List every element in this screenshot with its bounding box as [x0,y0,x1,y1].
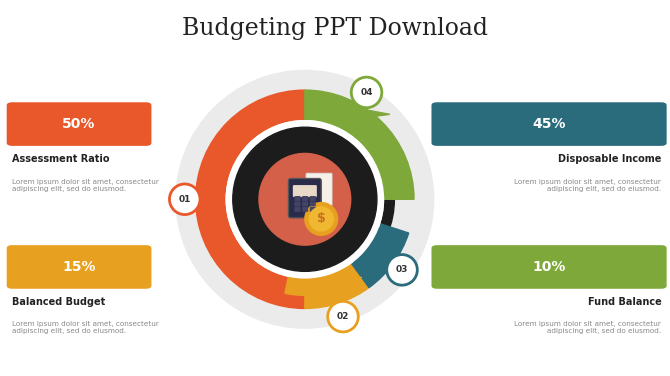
Text: 50%: 50% [62,117,96,131]
Text: $: $ [317,212,326,226]
FancyBboxPatch shape [306,173,332,206]
FancyBboxPatch shape [310,202,316,206]
Circle shape [226,121,383,278]
Text: Disposable Income: Disposable Income [558,154,661,164]
Text: Lorem ipsum dolor sit amet, consectetur
adipiscing elit, sed do eiusmod.: Lorem ipsum dolor sit amet, consectetur … [12,179,159,192]
Circle shape [170,184,200,215]
Circle shape [328,301,358,332]
Circle shape [259,153,350,245]
Text: 15%: 15% [62,260,96,274]
Wedge shape [305,90,414,199]
FancyBboxPatch shape [310,207,316,212]
FancyBboxPatch shape [315,164,341,197]
Polygon shape [308,99,405,197]
Polygon shape [285,259,361,312]
Text: Lorem ipsum dolor sit amet, consectetur
adipiscing elit, sed do eiusmod.: Lorem ipsum dolor sit amet, consectetur … [12,321,159,335]
FancyBboxPatch shape [295,202,300,206]
Text: Balanced Budget: Balanced Budget [12,297,105,307]
Circle shape [226,121,383,278]
FancyBboxPatch shape [310,196,316,201]
Wedge shape [350,223,409,288]
FancyBboxPatch shape [302,196,308,201]
FancyBboxPatch shape [310,169,336,202]
Wedge shape [305,261,369,308]
FancyBboxPatch shape [302,207,308,212]
Text: 10%: 10% [533,260,565,274]
Circle shape [232,127,377,271]
FancyBboxPatch shape [431,245,667,289]
Text: 45%: 45% [533,117,566,131]
Text: 01: 01 [179,195,191,204]
Circle shape [232,127,377,271]
Circle shape [305,203,338,235]
Polygon shape [350,222,400,275]
Text: Lorem ipsum dolor sit amet, consectetur
adipiscing elit, sed do eiusmod.: Lorem ipsum dolor sit amet, consectetur … [515,179,661,192]
Text: Fund Balance: Fund Balance [588,297,661,307]
Text: 04: 04 [360,88,373,97]
Circle shape [176,70,433,328]
Text: 02: 02 [337,312,349,321]
Text: Assessment Ratio: Assessment Ratio [12,154,110,164]
FancyBboxPatch shape [289,179,321,218]
FancyBboxPatch shape [7,245,151,289]
FancyBboxPatch shape [7,102,151,146]
FancyBboxPatch shape [302,202,308,206]
Circle shape [310,207,333,231]
Text: 03: 03 [396,265,408,274]
FancyBboxPatch shape [431,102,667,146]
Text: Lorem ipsum dolor sit amet, consectetur
adipiscing elit, sed do eiusmod.: Lorem ipsum dolor sit amet, consectetur … [515,321,661,335]
Circle shape [387,255,417,285]
Wedge shape [196,90,305,308]
FancyBboxPatch shape [295,207,300,212]
FancyBboxPatch shape [295,196,300,201]
Circle shape [215,110,395,289]
Circle shape [351,77,382,108]
FancyBboxPatch shape [293,185,317,197]
Text: Budgeting PPT Download: Budgeting PPT Download [182,17,488,40]
